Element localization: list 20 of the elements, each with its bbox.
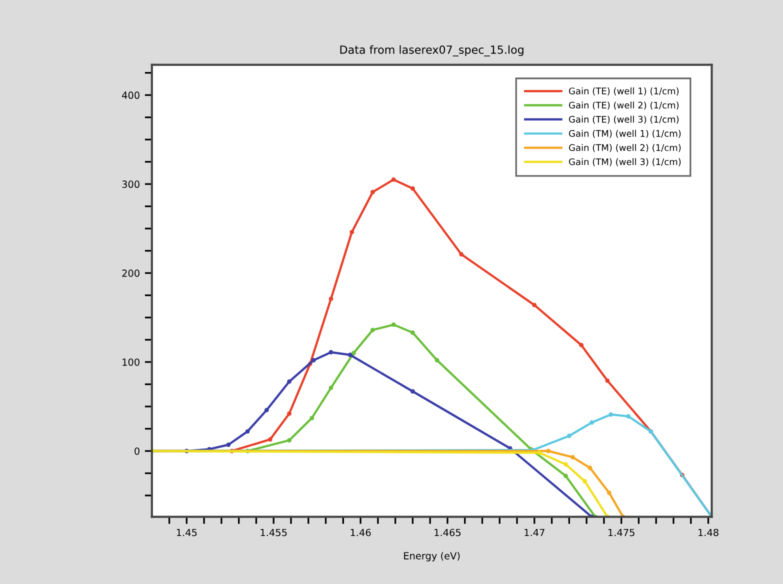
x-tick-label: 1.47 bbox=[524, 528, 544, 536]
x-tick-label: 1.46 bbox=[350, 528, 371, 536]
legend-label: Gain (TE) (well 1) (1/cm) bbox=[569, 87, 679, 96]
x-tick-label: 1.455 bbox=[260, 528, 287, 536]
x-tick-label: 1.45 bbox=[176, 528, 197, 536]
legend-label: Gain (TM) (well 1) (1/cm) bbox=[569, 130, 681, 138]
legend-label: Gain (TE) (well 3) (1/cm) bbox=[569, 116, 679, 124]
legend-label: Gain (TM) (well 3) (1/cm) bbox=[569, 158, 681, 166]
y-tick-label: 100 bbox=[122, 358, 140, 366]
x-axis-title: Energy (eV) bbox=[404, 552, 460, 562]
y-tick-label: 400 bbox=[122, 92, 140, 99]
chart-title: Data from laserex07_spec_15.log bbox=[340, 45, 524, 56]
y-tick-label: 300 bbox=[122, 180, 140, 188]
x-tick-label: 1.465 bbox=[434, 528, 461, 536]
x-tick-label: 1.475 bbox=[608, 528, 634, 536]
y-tick-label: 200 bbox=[122, 270, 140, 277]
x-tick-label: 1.48 bbox=[698, 528, 718, 536]
legend-label: Gain (TM) (well 2) (1/cm) bbox=[569, 144, 681, 152]
legend-label: Gain (TE) (well 2) (1/cm) bbox=[569, 102, 679, 110]
y-tick-label: 0 bbox=[134, 447, 140, 455]
